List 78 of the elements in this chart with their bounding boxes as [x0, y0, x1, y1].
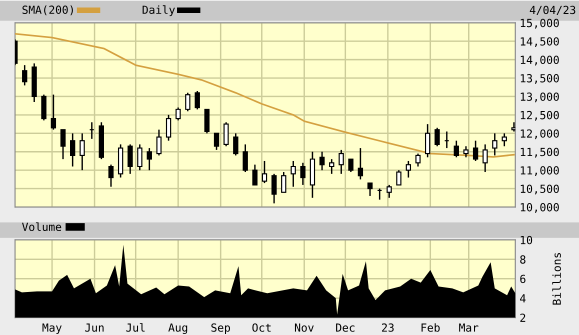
y-tick-label: 10	[520, 236, 532, 244]
y-tick-label: 11,500	[520, 148, 559, 158]
candlestick	[300, 162, 306, 186]
candlestick	[271, 173, 277, 204]
candlestick	[367, 182, 373, 197]
legend-label: SMA(200)	[22, 5, 73, 16]
y-tick-label: 12,000	[520, 129, 559, 140]
candlestick	[60, 128, 66, 160]
y-tick-label: 13,500	[520, 74, 559, 84]
candlestick	[454, 140, 459, 158]
candlestick	[185, 92, 190, 112]
candlestick	[415, 152, 421, 168]
candlestick	[348, 158, 354, 173]
y-tick-label: 4	[520, 294, 526, 302]
candlestick	[80, 132, 85, 171]
x-tick-label: Jul	[126, 323, 145, 332]
candlestick	[137, 144, 142, 171]
candlestick	[511, 122, 516, 132]
candlestick	[22, 64, 28, 86]
text: 4/04/23	[530, 6, 576, 16]
candlestick	[233, 132, 238, 156]
candlestick	[396, 169, 402, 186]
candlestick	[434, 127, 440, 147]
x-tick-label: Sep	[211, 323, 230, 334]
candlestick	[194, 90, 200, 110]
candlestick	[290, 160, 296, 188]
candlestick	[252, 164, 258, 186]
candlestick	[242, 144, 248, 173]
x-tick-label: Jun	[85, 324, 104, 332]
candlestick	[281, 171, 286, 193]
candlestick	[204, 108, 210, 134]
y-tick-label: 14,000	[520, 56, 559, 66]
candlestick	[50, 94, 56, 130]
x-tick-label: Dec	[336, 324, 354, 332]
candlestick	[338, 149, 344, 175]
candlestick	[146, 147, 152, 171]
x-tick-label: Aug	[168, 323, 188, 334]
x-tick-label: 23	[382, 323, 394, 332]
candlestick	[156, 128, 162, 156]
candlestick	[224, 122, 229, 147]
y-tick-label: 12,500	[520, 110, 559, 121]
x-tick-label: May	[42, 324, 62, 334]
candlestick	[463, 146, 469, 158]
x-tick-label: Nov	[294, 324, 314, 332]
x-tick-label: Mar	[459, 324, 478, 332]
y-tick-label: 10,500	[520, 184, 559, 194]
candlestick	[262, 160, 268, 184]
y-tick-label: 11,000	[520, 166, 559, 176]
candlestick	[406, 160, 412, 178]
y-tick-label: 15,000	[520, 18, 559, 29]
candlestick	[166, 114, 172, 142]
candlestick	[492, 132, 498, 156]
legend-label: Daily	[142, 5, 175, 16]
x-tick-label: Feb	[422, 323, 440, 332]
candlestick	[41, 94, 46, 122]
x-tick-label: Oct	[252, 323, 271, 332]
candlestick	[128, 144, 133, 175]
y-tick-label: 6	[520, 274, 526, 284]
candlestick	[70, 132, 76, 168]
candlestick	[502, 132, 507, 147]
candlestick	[176, 106, 181, 122]
candlestick	[319, 151, 325, 171]
candlestick	[358, 147, 364, 180]
line-series	[15, 33, 515, 158]
y-axis-title: Billions	[552, 253, 561, 305]
candlestick	[482, 144, 488, 173]
candlestick	[386, 184, 392, 199]
y-tick-label: 10,000	[520, 203, 559, 213]
candlestick	[424, 123, 430, 158]
y-tick-label: 8	[520, 255, 526, 264]
candlestick	[214, 132, 220, 151]
candlestick	[472, 140, 478, 162]
y-tick-label: 13,000	[520, 92, 559, 102]
y-tick-label: 14,500	[520, 37, 559, 48]
y-tick-label: 2	[520, 314, 526, 322]
legend-label: Volume	[22, 222, 62, 232]
candlestick	[329, 158, 334, 175]
candlestick	[108, 164, 114, 188]
